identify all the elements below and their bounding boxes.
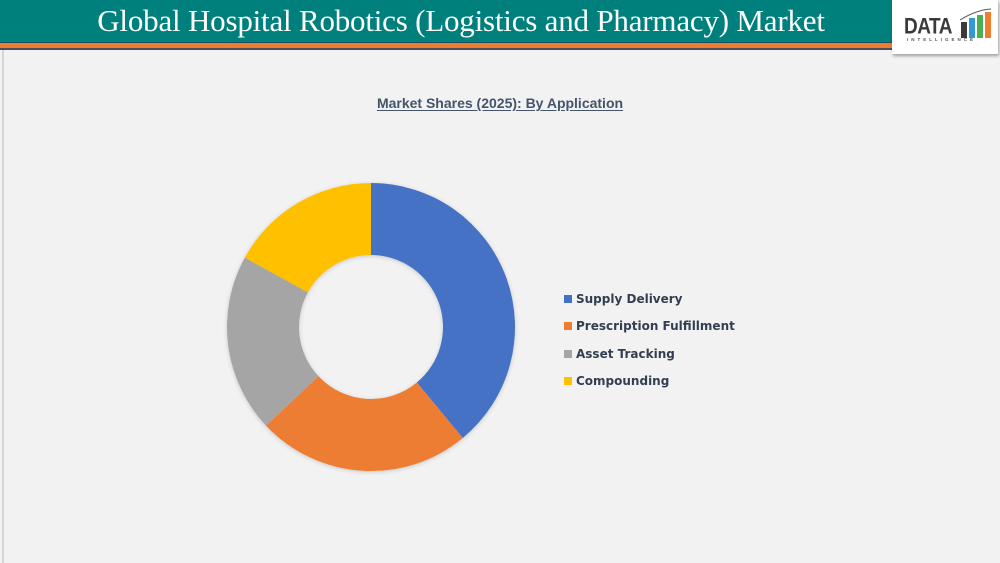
legend-label: Supply Delivery xyxy=(576,291,683,306)
donut-slice-asset-tracking xyxy=(227,257,319,426)
donut-slice-supply-delivery xyxy=(371,183,515,438)
legend-item-asset-tracking: Asset Tracking xyxy=(564,340,735,368)
legend-label: Asset Tracking xyxy=(576,346,675,361)
legend-item-prescription-fulfillment: Prescription Fulfillment xyxy=(564,313,735,341)
legend-swatch-icon xyxy=(564,349,572,358)
chart-title: Market Shares (2025): By Application xyxy=(376,95,624,111)
logo-tagline: INTELLIGENCE xyxy=(907,37,977,42)
donut-slice-compounding xyxy=(244,183,371,293)
left-border-rule xyxy=(2,50,4,563)
logo-bars-icon xyxy=(960,8,992,38)
legend-label: Prescription Fulfillment xyxy=(576,319,735,334)
logo-wordmark: DATA xyxy=(904,15,952,40)
legend-swatch-icon xyxy=(564,294,572,303)
datam-intelligence-logo: DATA INTELLIGENCE xyxy=(892,0,998,54)
page-title: Global Hospital Robotics (Logistics and … xyxy=(97,3,825,38)
legend-item-supply-delivery: Supply Delivery xyxy=(564,285,735,313)
donut-chart xyxy=(227,183,515,471)
legend-swatch-icon xyxy=(564,322,572,331)
legend-item-compounding: Compounding xyxy=(564,368,735,396)
chart-legend: Supply Delivery Prescription Fulfillment… xyxy=(564,285,735,395)
title-banner xyxy=(0,0,892,43)
donut-slice-prescription-fulfillment xyxy=(266,376,463,471)
title-banner-accent-stripe xyxy=(0,43,892,50)
legend-swatch-icon xyxy=(564,377,572,386)
legend-label: Compounding xyxy=(576,374,670,389)
